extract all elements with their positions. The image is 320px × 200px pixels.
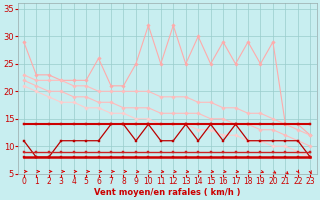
X-axis label: Vent moyen/en rafales ( km/h ): Vent moyen/en rafales ( km/h ) <box>94 188 240 197</box>
